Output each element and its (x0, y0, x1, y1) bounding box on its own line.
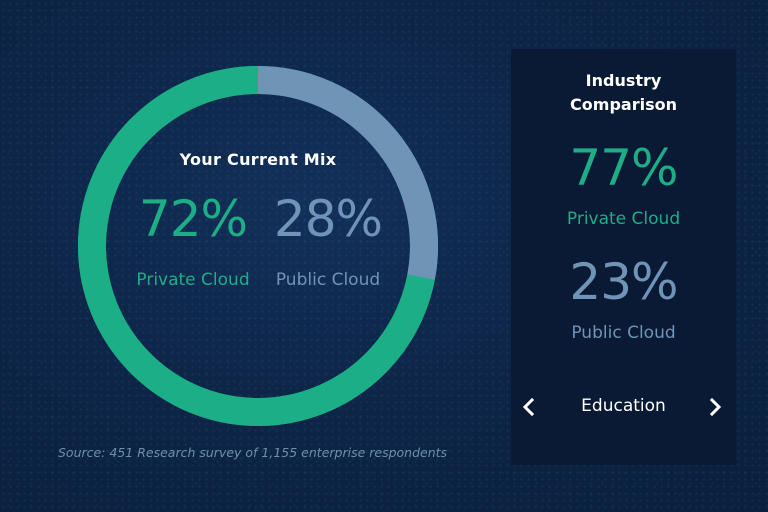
selected-industry: Education (581, 396, 666, 416)
private-cloud-label: Private Cloud (136, 270, 250, 290)
current-mix-donut: Your Current Mix 72% 28% Private Cloud P… (78, 66, 438, 426)
industry-selector: Education (511, 393, 736, 421)
chevron-left-icon[interactable] (517, 395, 541, 419)
industry-public-percent: 23% (569, 253, 678, 311)
industry-comparison-panel: Industry Comparison 77% Private Cloud 23… (511, 49, 736, 465)
private-cloud-percent: 72% (138, 190, 248, 248)
donut-segment-private (78, 66, 435, 426)
current-mix-title: Your Current Mix (179, 150, 337, 169)
industry-private-label: Private Cloud (566, 209, 681, 229)
industry-title-line1: Industry (585, 71, 662, 90)
donut-chart (78, 66, 438, 426)
public-cloud-label: Public Cloud (275, 270, 381, 290)
chevron-right-icon[interactable] (703, 395, 727, 419)
industry-private-percent: 77% (569, 139, 678, 197)
public-cloud-percent: 28% (273, 190, 383, 248)
source-note: Source: 451 Research survey of 1,155 ent… (58, 445, 448, 460)
industry-comparison-title: Industry Comparison (511, 69, 736, 117)
donut-segment-public (257, 66, 438, 280)
industry-title-line2: Comparison (570, 95, 677, 114)
industry-public-label: Public Cloud (571, 323, 676, 343)
